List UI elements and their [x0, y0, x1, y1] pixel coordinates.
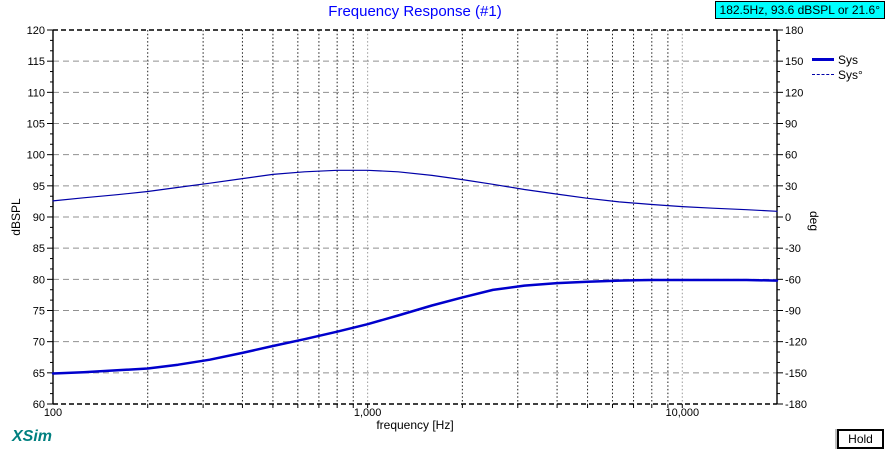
y-axis-left-tick-label: 65: [33, 368, 45, 380]
y-axis-left-tick-label: 120: [27, 25, 45, 37]
y-axis-left-tick-label: 90: [33, 212, 45, 224]
x-axis-title: frequency [Hz]: [376, 418, 454, 432]
x-axis-tick-label: 100: [44, 407, 62, 419]
curve-spl: [51, 278, 779, 375]
y-axis-right-tick-label: -90: [785, 306, 801, 318]
xsim-logo: XSim: [12, 428, 53, 445]
legend: Sys Sys°: [812, 52, 863, 82]
legend-label-sys: Sys: [838, 52, 859, 67]
y-axis-left-tick-label: 75: [33, 306, 45, 318]
legend-item-sys-phase: Sys°: [812, 67, 863, 82]
legend-item-sys: Sys: [812, 52, 863, 67]
legend-line-solid-icon: [812, 58, 834, 61]
x-axis-tick-label: 10,000: [665, 407, 699, 419]
curve-phase: [52, 169, 778, 212]
y-axis-right-tick-label: 90: [785, 119, 797, 131]
y-axis-right-tick-label: 30: [785, 181, 797, 193]
y-axis-right-tick-label: 120: [785, 87, 803, 99]
y-axis-left-tick-label: 95: [33, 181, 45, 193]
y-axis-right-tick-label: -60: [785, 274, 801, 286]
hold-button[interactable]: Hold: [837, 429, 884, 449]
y-axis-left-tick-label: 60: [33, 399, 45, 411]
y-axis-right-tick-label: -120: [785, 337, 807, 349]
y-axis-title-left: dBSPL: [9, 198, 23, 236]
y-axis-left-tick-label: 115: [27, 56, 45, 68]
legend-label-sys-phase: Sys°: [838, 67, 863, 82]
y-axis-right-tick-label: -30: [785, 243, 801, 255]
y-axis-right-tick-label: -150: [785, 368, 807, 380]
y-axis-right-tick-label: 180: [785, 25, 803, 37]
y-axis-left-tick-label: 85: [33, 243, 45, 255]
chart-title: Frequency Response (#1): [328, 3, 502, 20]
y-axis-left-tick-label: 110: [27, 87, 45, 99]
y-axis-left-tick-label: 100: [27, 150, 45, 162]
y-axis-left-tick-label: 105: [27, 119, 45, 131]
x-axis-tick-label: 1,000: [354, 407, 382, 419]
y-axis-title-right: deg: [807, 210, 821, 232]
cursor-readout-badge: 182.5Hz, 93.6 dBSPL or 21.6°: [714, 1, 885, 19]
y-axis-right-tick-label: 0: [785, 212, 791, 224]
y-axis-left-tick-label: 70: [33, 337, 45, 349]
y-axis-right-tick-label: 150: [785, 56, 803, 68]
y-axis-right-tick-label: 60: [785, 150, 797, 162]
y-axis-left-tick-label: 80: [33, 274, 45, 286]
legend-line-dashed-icon: [812, 74, 834, 75]
y-axis-right-tick-label: -180: [785, 399, 807, 411]
